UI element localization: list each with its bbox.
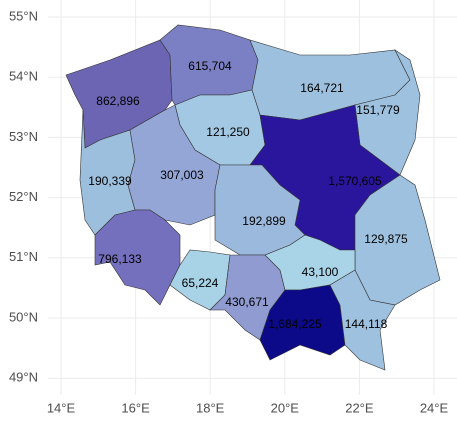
y-tick-label: 50°N — [9, 309, 38, 324]
region — [264, 234, 356, 291]
region-label: 190,339 — [88, 174, 132, 188]
region-label: 151,779 — [356, 103, 400, 117]
y-tick-label: 53°N — [9, 129, 38, 144]
region-label: 192,899 — [242, 214, 286, 228]
region-label: 129,875 — [364, 232, 408, 246]
region-label: 65,224 — [182, 276, 219, 290]
region-label: 43,100 — [302, 265, 339, 279]
region-label: 796,133 — [98, 252, 142, 266]
region-label: 615,704 — [188, 59, 232, 73]
x-tick-label: 24°E — [420, 400, 449, 415]
y-tick-label: 54°N — [9, 69, 38, 84]
region-label: 862,896 — [96, 94, 140, 108]
region-label: 430,671 — [225, 295, 269, 309]
x-tick-label: 16°E — [121, 400, 150, 415]
region-label: 164,721 — [300, 81, 344, 95]
region-label: 144,118 — [345, 317, 388, 331]
y-tick-label: 49°N — [9, 370, 38, 385]
x-tick-label: 22°E — [345, 400, 374, 415]
region — [259, 284, 346, 361]
y-tick-label: 55°N — [9, 8, 38, 23]
x-tick-label: 20°E — [271, 400, 300, 415]
region-label: 121,250 — [206, 125, 250, 139]
x-tick-label: 14°E — [47, 400, 76, 415]
x-tick-label: 18°E — [196, 400, 225, 415]
region — [329, 269, 396, 371]
region-label: 1,570,605 — [328, 174, 382, 188]
region-label: 1,684,225 — [268, 317, 322, 331]
region-label: 307,003 — [160, 168, 204, 182]
y-tick-label: 52°N — [9, 189, 38, 204]
y-tick-label: 51°N — [9, 249, 38, 264]
